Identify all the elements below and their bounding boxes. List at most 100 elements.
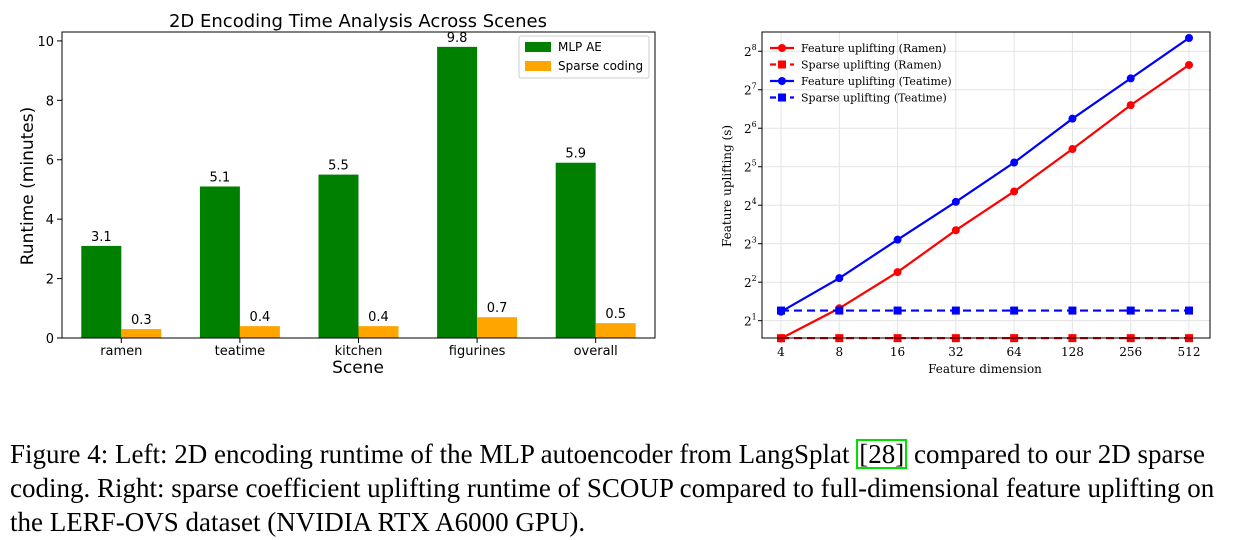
bar-value-label: 0.5 (605, 307, 626, 322)
bar-chart-xlabel: Scene (332, 358, 384, 378)
legend-label: Sparse uplifting (Teatime) (801, 92, 947, 105)
y-tick-label: 2 (46, 273, 54, 288)
x-tick-label: figurines (449, 344, 506, 359)
data-point (1126, 306, 1135, 315)
x-tick-label: 16 (890, 345, 905, 359)
legend-label-mlp-ae: MLP AE (558, 40, 602, 54)
x-tick-label: 8 (835, 345, 843, 359)
legend-swatch-sparse-coding (525, 61, 551, 71)
citation-number: 28 (868, 439, 896, 469)
data-point (1185, 60, 1193, 69)
data-point (951, 197, 960, 206)
bar (358, 326, 399, 338)
line-chart-frame (761, 31, 1211, 339)
bar-value-label: 0.3 (131, 313, 152, 328)
legend-label: Feature uplifting (Ramen) (801, 42, 946, 55)
bar-chart-ylabel: Runtime (minutes) (18, 107, 38, 266)
data-point (1068, 145, 1077, 154)
x-tick-label: 512 (1178, 345, 1201, 359)
data-point (1068, 114, 1077, 123)
line-chart: 21 22 23 24 25 26 27 28 4 8 16 32 64 128 256 512 Featur… (720, 31, 1211, 376)
y-tick-label: 10 (37, 35, 54, 50)
data-point (1126, 101, 1135, 110)
x-tick-label: 64 (1007, 345, 1023, 359)
line-chart-ylabel: Feature uplifting (s) (720, 125, 734, 247)
bar (477, 317, 518, 338)
bar (318, 174, 359, 338)
citation-bracket-close: ] (895, 439, 905, 469)
legend-marker (778, 77, 786, 85)
bar (199, 186, 240, 338)
y-tick-label: 27 (744, 82, 757, 98)
y-tick-label: 23 (744, 236, 757, 252)
series-line (780, 37, 1190, 313)
y-tick-label: 21 (744, 313, 757, 329)
data-point (893, 306, 902, 315)
y-tick-label: 22 (744, 274, 757, 290)
bar-value-label: 0.4 (250, 310, 271, 325)
x-tick-label: 256 (1119, 345, 1142, 359)
x-tick-label: 128 (1061, 345, 1084, 359)
y-tick-label: 28 (744, 43, 757, 59)
y-tick-label: 0 (46, 332, 54, 347)
data-point (893, 235, 902, 244)
line-chart-legend: Feature uplifting (Ramen) Sparse upliftin… (770, 42, 952, 105)
legend-swatch-mlp-ae (525, 42, 551, 52)
data-point (1185, 306, 1193, 315)
data-point (1010, 187, 1019, 196)
x-tick-label: kitchen (335, 344, 383, 359)
bar (555, 162, 596, 338)
data-point (1185, 33, 1193, 42)
bar (437, 46, 478, 338)
citation-link[interactable]: [28] (856, 439, 908, 469)
line-chart-plot-area: 21 22 23 24 25 26 27 28 4 8 16 32 64 128 256 512 (744, 31, 1211, 359)
series-line (780, 64, 1190, 340)
legend-marker (778, 60, 786, 69)
y-tick-label: 25 (744, 159, 757, 175)
y-tick-label: 24 (744, 197, 757, 213)
legend-marker (778, 44, 786, 52)
data-point (835, 306, 844, 315)
data-point (951, 226, 960, 235)
legend-label: Feature uplifting (Teatime) (801, 75, 952, 88)
bar (121, 329, 162, 338)
caption-text-before: Figure 4: Left: 2D encoding runtime of t… (10, 439, 857, 469)
bar-value-label: 0.7 (487, 301, 508, 316)
bar (81, 245, 122, 338)
bar-chart-title: 2D Encoding Time Analysis Across Scenes (169, 11, 547, 32)
x-tick-label: ramen (100, 344, 142, 359)
data-point (893, 268, 902, 277)
data-point (1068, 306, 1077, 315)
y-tick-label: 26 (744, 120, 757, 136)
x-tick-label: 32 (948, 345, 963, 359)
bar-value-label: 3.1 (91, 230, 112, 245)
data-point (1010, 306, 1019, 315)
x-tick-label: teatime (215, 344, 265, 359)
legend-frame (518, 35, 650, 79)
data-point (777, 306, 785, 315)
data-point (835, 274, 844, 283)
legend-label-sparse-coding: Sparse coding (558, 59, 643, 73)
bar-value-label: 9.8 (447, 31, 468, 46)
citation-bracket-open: [ (859, 439, 869, 469)
line-chart-xlabel: Feature dimension (928, 362, 1042, 376)
figure-caption: Figure 4: Left: 2D encoding runtime of t… (10, 437, 1232, 539)
data-point (951, 306, 960, 315)
x-tick-label: 4 (777, 345, 785, 359)
y-tick-label: 8 (46, 94, 54, 109)
bar-chart-legend: MLP AE Sparse coding (518, 35, 650, 79)
bar-chart: 2D Encoding Time Analysis Across Scenes … (18, 11, 656, 378)
bar-value-label: 5.9 (565, 147, 586, 162)
y-tick-label: 6 (46, 154, 54, 169)
bar (595, 323, 636, 338)
bar-value-label: 5.5 (328, 159, 349, 174)
legend-marker (778, 93, 786, 102)
bar-chart-plot-area: 0 2 4 6 8 10 3.1 0.3 ramen 5.1 0.4 teatime 5.5 0.4 kit… (37, 31, 656, 359)
data-point (1010, 158, 1019, 167)
bar-value-label: 0.4 (368, 310, 389, 325)
x-tick-label: overall (574, 344, 618, 359)
data-point (1126, 74, 1135, 83)
bar (239, 326, 280, 338)
caption-text-after: compared to our 2D sparse coding. Right:… (10, 439, 1215, 537)
